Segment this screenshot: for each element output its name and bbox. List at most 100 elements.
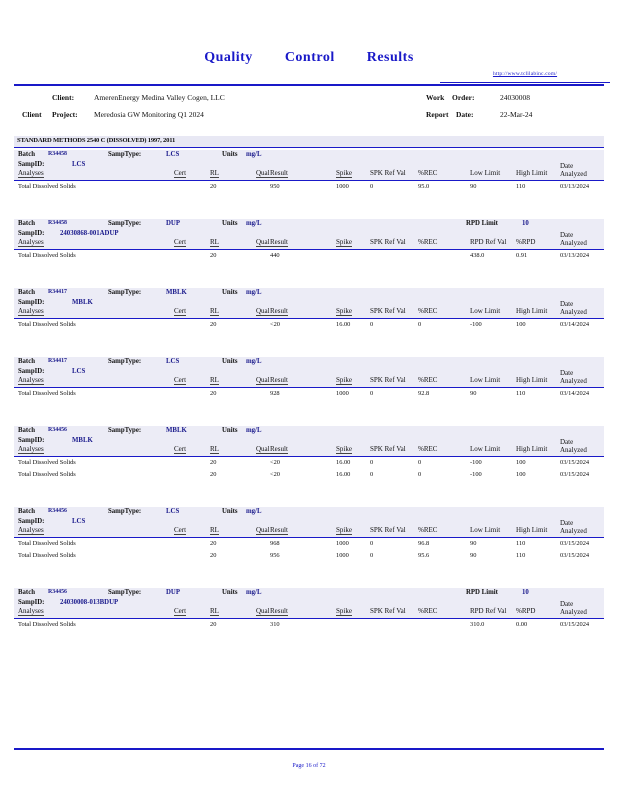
table-row: Total Dissolved Solids 20 950 1000 0 95.0 90 11… (14, 181, 604, 193)
cell-analyte: Total Dissolved Solids (18, 459, 76, 466)
work-order-label-1: Work (426, 93, 445, 102)
units-value: mg/L (246, 589, 262, 596)
col-header-rpd-ref-val: RPD Ref Val (470, 238, 507, 246)
col-header-result: Result (270, 169, 288, 178)
work-order-label-2: Order: (452, 93, 475, 102)
cell-pct-rec: 0 (418, 471, 422, 478)
cell-analyte: Total Dissolved Solids (18, 390, 76, 397)
batch-label: Batch (18, 220, 35, 227)
col-header-result: Result (270, 376, 288, 385)
col-header-qual: Qual (256, 526, 270, 535)
col-header-qual: Qual (256, 607, 270, 616)
cell-analyte: Total Dissolved Solids (18, 621, 76, 628)
table-row: Total Dissolved Solids 20 <20 16.00 0 0 -100 10… (14, 469, 604, 481)
col-header-date-2: Analyzed (560, 239, 587, 247)
cell-rl: 20 (210, 552, 217, 559)
col-header-date-2: Analyzed (560, 446, 587, 454)
cell-high-limit: 110 (516, 540, 526, 547)
col-header-result: Result (270, 607, 288, 616)
cell-result: 950 (270, 183, 280, 190)
batch-block: Batch R34458 SampType: LCS Units mg/L SampID: L… (14, 150, 604, 193)
cell-spk-ref-val: 0 (370, 390, 374, 397)
cell-low-limit: -100 (470, 321, 482, 328)
client-project-value: Meredosia GW Monitoring Q1 2024 (94, 110, 204, 119)
col-header-cert: Cert (174, 607, 187, 616)
col-header-analyses: Analyses (18, 307, 44, 316)
col-header-qual: Qual (256, 169, 270, 178)
col-header-pct-rec: %REC (418, 169, 438, 177)
batch-label: Batch (18, 589, 35, 596)
cell-spk-ref-val: 0 (370, 540, 374, 547)
col-header-result: Result (270, 445, 288, 454)
table-row: Total Dissolved Solids 20 928 1000 0 92.8 90 11… (14, 388, 604, 400)
lab-website-link[interactable]: http://www.tclilabinc.com/ (440, 62, 610, 83)
samp-type-value: LCS (166, 508, 180, 515)
batch-id-value: R34456 (48, 589, 67, 595)
batch-label: Batch (18, 289, 35, 296)
client-value: AmerenEnergy Medina Valley Cogen, LLC (94, 93, 225, 102)
cell-rpd-ref-val: 438.0 (470, 252, 485, 259)
col-header-date-2: Analyzed (560, 170, 587, 178)
samp-id-label: SampID: (18, 230, 45, 237)
table-row: Total Dissolved Solids 20 <20 16.00 0 0 -100 10… (14, 457, 604, 469)
cell-result: <20 (270, 471, 280, 478)
col-header-high-limit: High Limit (516, 376, 548, 384)
report-meta: Client: AmerenEnergy Medina Valley Cogen… (0, 90, 618, 132)
col-header-pct-rpd: %RPD (516, 238, 536, 246)
table-row: Total Dissolved Solids 20 956 1000 0 95.6 90 11… (14, 550, 604, 562)
samp-type-value: MBLK (166, 289, 187, 296)
title-word-results: Results (366, 50, 414, 65)
cell-rl: 20 (210, 459, 217, 466)
units-label: Units (222, 427, 238, 434)
col-header-spike: Spike (336, 607, 352, 616)
rpd-limit-value: 10 (522, 589, 529, 596)
samp-id-label: SampID: (18, 299, 45, 306)
col-header-result: Result (270, 526, 288, 535)
page-title: Quality Control Results (0, 48, 618, 66)
cell-spike: 1000 (336, 552, 349, 559)
samp-id-value: MBLK (72, 437, 93, 444)
samp-id-value: 24030008-013BDUP (60, 599, 119, 606)
col-header-qual: Qual (256, 445, 270, 454)
samp-id-label: SampID: (18, 518, 45, 525)
units-value: mg/L (246, 151, 262, 158)
col-header-low-limit: Low Limit (470, 169, 501, 177)
col-header-low-limit: Low Limit (470, 376, 501, 384)
col-header-spk-ref-val: SPK Ref Val (370, 169, 406, 177)
cell-pct-rec: 92.8 (418, 390, 430, 397)
cell-rl: 20 (210, 321, 217, 328)
cell-date-analyzed: 03/15/2024 (560, 540, 590, 547)
cell-analyte: Total Dissolved Solids (18, 471, 76, 478)
batch-label: Batch (18, 508, 35, 515)
cell-rl: 20 (210, 621, 217, 628)
cell-high-limit: 100 (516, 321, 526, 328)
batch-header: Batch R34456 SampType: MBLK Units mg/L SampID:… (14, 426, 604, 457)
page-footer: Page 16 of 72 (0, 754, 618, 772)
cell-rl: 20 (210, 252, 217, 259)
col-header-date-1: Date (560, 600, 574, 608)
batch-header: Batch R34417 SampType: LCS Units mg/L SampID: L… (14, 357, 604, 388)
col-header-high-limit: High Limit (516, 307, 548, 315)
col-header-result: Result (270, 307, 288, 316)
cell-rl: 20 (210, 540, 217, 547)
batch-id-value: R34458 (48, 220, 67, 226)
batch-label: Batch (18, 427, 35, 434)
cell-date-analyzed: 03/15/2024 (560, 471, 590, 478)
samp-type-label: SampType: (108, 151, 142, 158)
batch-id-value: R34417 (48, 289, 67, 295)
cell-spike: 1000 (336, 183, 349, 190)
col-header-date-1: Date (560, 519, 574, 527)
cell-analyte: Total Dissolved Solids (18, 321, 76, 328)
cell-pct-rec: 0 (418, 321, 422, 328)
report-date-label-1: Report (426, 110, 449, 119)
col-header-cert: Cert (174, 376, 187, 385)
batch-id-value: R34456 (48, 508, 67, 514)
cell-analyte: Total Dissolved Solids (18, 552, 76, 559)
batch-block: Batch R34417 SampType: LCS Units mg/L SampID: L… (14, 357, 604, 400)
col-header-low-limit: Low Limit (470, 526, 501, 534)
rpd-limit-label: RPD Limit (466, 220, 498, 227)
col-header-rl: RL (210, 445, 219, 454)
col-header-spk-ref-val: SPK Ref Val (370, 307, 406, 315)
cell-pct-rec: 95.0 (418, 183, 430, 190)
cell-pct-rpd: 0.91 (516, 252, 528, 259)
